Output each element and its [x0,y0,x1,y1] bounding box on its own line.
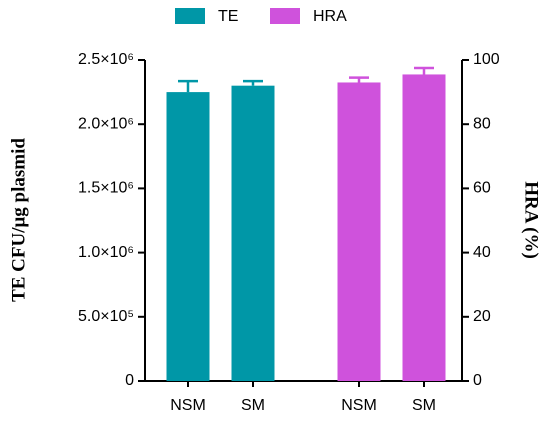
y-tick-label: 2.5×10⁶ [78,51,134,68]
y2-tick-label: 100 [473,51,500,68]
y-tick-label: 2.0×10⁶ [78,115,134,132]
y-tick-label: 5.0×10⁵ [78,308,134,325]
y2-axis-title: HRA (%) [521,181,542,259]
y2-tick-label: 0 [473,372,482,389]
legend-swatch [270,8,300,24]
bar [337,82,381,381]
error-bar [243,79,263,86]
bar [402,74,446,381]
error-bar [414,66,434,75]
y-tick-label: 1.5×10⁶ [78,180,134,197]
x-tick-label: NSM [341,397,377,414]
y2-tick-label: 40 [473,244,491,261]
y2-tick-label: 20 [473,308,491,325]
bar [231,85,275,382]
y2-tick-label: 60 [473,180,491,197]
legend-label: HRA [313,8,347,25]
y-tick-label: 0 [125,372,134,389]
y2-tick-label: 80 [473,115,491,132]
legend-swatch [175,8,205,24]
bar [166,92,210,381]
x-tick-label: SM [412,397,436,414]
error-bar [178,79,198,93]
legend-label: TE [218,8,238,25]
error-bar [349,76,369,83]
x-tick-label: NSM [170,397,206,414]
y-axis-title: TE CFU/μg plasmid [8,138,29,302]
y-tick-label: 1.0×10⁶ [78,244,134,261]
x-tick-label: SM [241,397,265,414]
